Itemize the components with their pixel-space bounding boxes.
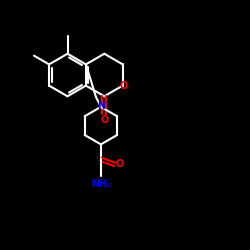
- Text: O: O: [100, 115, 108, 125]
- Text: N: N: [97, 101, 105, 111]
- Text: O: O: [120, 80, 128, 90]
- Text: O: O: [115, 160, 123, 170]
- Text: NH₂: NH₂: [91, 179, 111, 189]
